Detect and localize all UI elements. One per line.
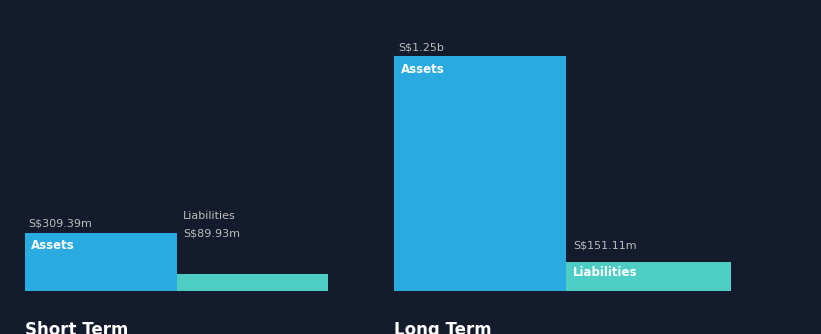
Text: Assets: Assets — [401, 63, 444, 76]
Bar — [177, 274, 328, 291]
Bar — [25, 233, 177, 291]
Text: S$1.25b: S$1.25b — [398, 42, 444, 52]
Bar — [394, 56, 566, 291]
Text: Short Term: Short Term — [25, 321, 128, 334]
Text: S$309.39m: S$309.39m — [29, 218, 93, 228]
Text: Liabilities: Liabilities — [573, 267, 638, 280]
Text: Assets: Assets — [31, 239, 75, 252]
Text: Long Term: Long Term — [394, 321, 492, 334]
Text: S$89.93m: S$89.93m — [183, 229, 240, 239]
Bar — [566, 262, 731, 291]
Text: S$151.11m: S$151.11m — [573, 240, 636, 250]
Text: Liabilities: Liabilities — [183, 211, 236, 221]
